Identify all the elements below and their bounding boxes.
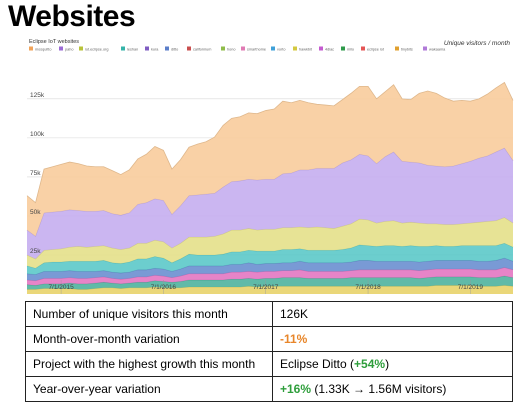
legend-label: eclipse iot	[367, 47, 385, 51]
legend-swatch	[319, 46, 323, 51]
unique-visitors-value: 126K	[280, 307, 309, 321]
legend-swatch	[395, 46, 399, 51]
x-tick-label: 7/1/2016	[151, 284, 177, 291]
stats-row-mom-variation: Month-over-month variation -11%	[25, 326, 513, 352]
chart-areas	[26, 81, 514, 294]
stats-label: Month-over-month variation	[25, 326, 273, 352]
chart-subtitle: Unique visitors / month	[444, 40, 510, 47]
y-tick-label: 25k	[30, 248, 41, 255]
x-axis-ticks: 7/1/2015 7/1/2016 7/1/2017 7/1/2018 7/1/2019	[48, 280, 483, 294]
legend-swatch	[29, 46, 33, 51]
legend-label: wakaama	[429, 47, 446, 51]
stats-row-yoy-variation: Year-over-year variation +16% (1.33K → 1…	[25, 376, 513, 402]
series-line	[27, 285, 514, 290]
legend-label: paho	[65, 47, 73, 51]
yoy-variation-percent: +16%	[280, 382, 312, 396]
legend-swatch	[79, 46, 83, 51]
stats-label: Number of unique visitors this month	[25, 301, 273, 327]
chart: Eclipse IoT websites Unique visitors / m…	[0, 34, 525, 296]
legend-label: vorto	[277, 47, 285, 51]
stats-table: Number of unique visitors this month 126…	[25, 301, 513, 402]
series-area	[27, 148, 513, 259]
x-tick-label: 7/1/2017	[253, 284, 279, 291]
legend-label: ditto	[171, 47, 178, 51]
legend-label: smarthome	[247, 47, 266, 51]
legend-label: mosquitto	[35, 47, 51, 51]
series-area	[27, 258, 513, 281]
stats-value: +16% (1.33K → 1.56M visitors)	[272, 376, 513, 402]
legend-swatch	[221, 46, 225, 51]
legend-swatch	[271, 46, 275, 51]
stats-value: Eclipse Ditto (+54%)	[272, 351, 513, 377]
legend-swatch	[121, 46, 125, 51]
legend-swatch	[341, 46, 345, 51]
y-tick-label: 100k	[30, 131, 45, 138]
x-tick-label: 7/1/2019	[458, 284, 484, 291]
legend-swatch	[145, 46, 149, 51]
highest-growth-suffix: )	[385, 357, 390, 371]
mom-variation-value: -11%	[280, 332, 308, 346]
series-area	[27, 267, 513, 286]
x-tick-label: 7/1/2015	[48, 284, 74, 291]
stats-value: 126K	[272, 301, 513, 327]
y-tick-label: 125k	[30, 92, 45, 99]
page-title: Websites	[8, 0, 136, 33]
legend-label: hawkbit	[299, 47, 313, 51]
chart-legend: mosquitto paho iot.eclipse.org leshan kura di…	[29, 46, 446, 51]
series-area	[27, 82, 513, 237]
stats-label: Year-over-year variation	[25, 376, 273, 402]
legend-label: hono	[227, 47, 235, 51]
legend-label: leshan	[127, 47, 138, 51]
highest-growth-percent: +54%	[354, 357, 386, 371]
legend-label: californium	[193, 47, 211, 51]
x-tick-label: 7/1/2018	[355, 284, 381, 291]
legend-swatch	[241, 46, 245, 51]
legend-swatch	[361, 46, 365, 51]
stacked-area-chart: Eclipse IoT websites Unique visitors / m…	[26, 34, 514, 296]
y-axis-ticks: 25k 50k 75k 100k 125k	[30, 92, 45, 255]
legend-label: milo	[347, 47, 354, 51]
series-area	[27, 276, 513, 290]
legend-label: iot.eclipse.org	[85, 47, 108, 51]
legend-swatch	[59, 46, 63, 51]
y-tick-label: 75k	[30, 170, 41, 177]
legend-label: 4diac	[325, 47, 334, 51]
legend-swatch	[187, 46, 191, 51]
legend-swatch	[293, 46, 297, 51]
stats-row-unique-visitors: Number of unique visitors this month 126…	[25, 301, 513, 327]
series-area	[27, 217, 513, 269]
yoy-variation-detail: (1.33K → 1.56M visitors)	[311, 382, 447, 396]
chart-title: Eclipse IoT websites	[29, 39, 79, 45]
stats-label: Project with the highest growth this mon…	[25, 351, 273, 377]
stats-value: -11%	[272, 326, 513, 352]
y-tick-label: 50k	[30, 209, 41, 216]
series-area	[27, 243, 513, 275]
legend-swatch	[165, 46, 169, 51]
legend-swatch	[423, 46, 427, 51]
legend-label: kura	[151, 47, 159, 51]
stats-row-highest-growth: Project with the highest growth this mon…	[25, 351, 513, 377]
highest-growth-project: Eclipse Ditto (	[280, 357, 355, 371]
series-line	[26, 81, 514, 204]
legend-label: tinybits	[401, 47, 413, 51]
